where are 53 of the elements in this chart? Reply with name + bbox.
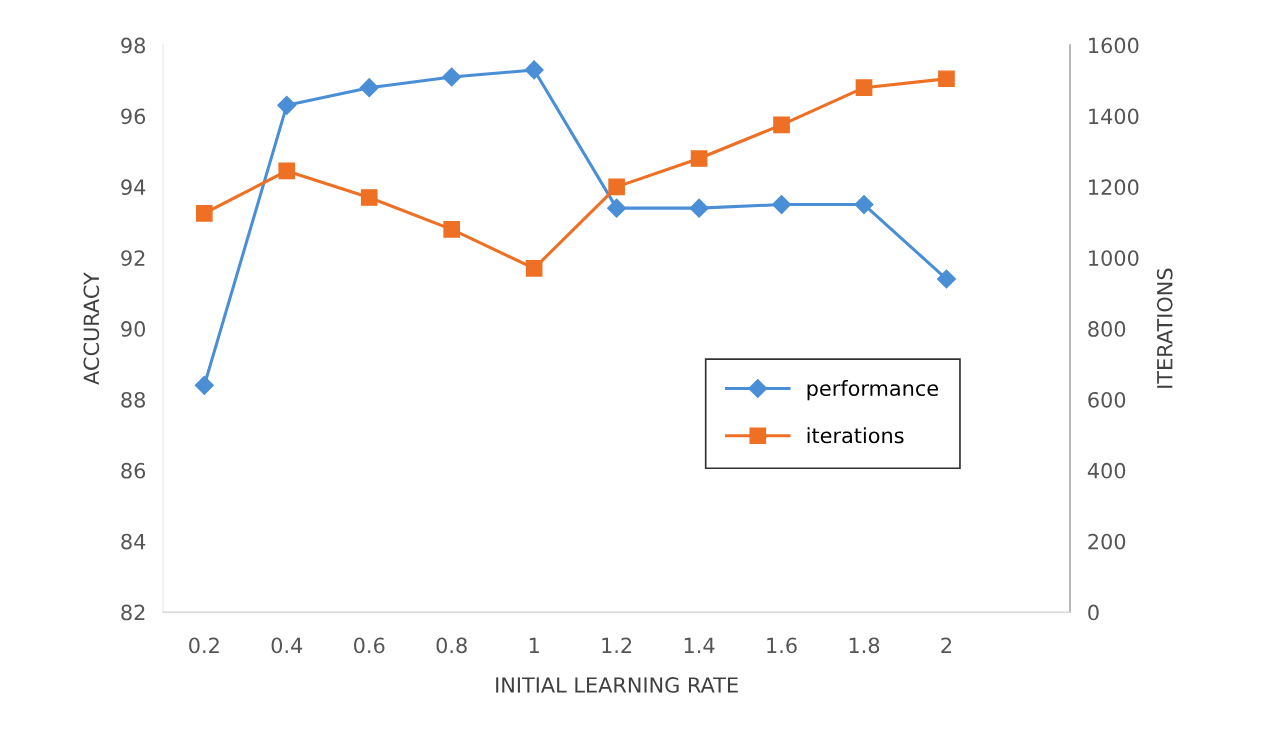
y-tick-label: 94 bbox=[121, 179, 146, 196]
y2-tick-label: 1400 bbox=[1089, 108, 1139, 125]
legend-label: iterations bbox=[807, 427, 904, 444]
point bbox=[524, 60, 544, 80]
point bbox=[938, 70, 955, 88]
y2-tick-label: 1000 bbox=[1089, 250, 1139, 266]
point bbox=[525, 260, 543, 277]
point bbox=[854, 195, 874, 215]
y2-axis-title: ITERATIONS bbox=[1156, 268, 1173, 388]
x-tick-label: 1.6 bbox=[767, 637, 797, 654]
y-tick-label: 90 bbox=[121, 321, 146, 337]
point bbox=[772, 195, 792, 215]
x-tick-label: 0.4 bbox=[271, 637, 303, 654]
y-tick-label: 98 bbox=[121, 37, 145, 54]
x-tick-label: 1.2 bbox=[602, 637, 632, 653]
x-tick-label: 2 bbox=[941, 637, 952, 653]
x-axis-title: INITIAL LEARNING RATE bbox=[496, 677, 738, 693]
y-tick-label: 82 bbox=[121, 604, 145, 621]
point bbox=[359, 78, 379, 98]
point bbox=[360, 189, 378, 206]
y-tick-label: 88 bbox=[121, 391, 145, 408]
y-tick-label: 84 bbox=[121, 533, 146, 550]
y-tick-label: 86 bbox=[121, 462, 146, 479]
legend-label: performance bbox=[807, 379, 939, 401]
y2-tick-label: 1200 bbox=[1089, 179, 1139, 196]
x-tick-label: 0.6 bbox=[354, 637, 385, 654]
y2-tick-label: 0 bbox=[1088, 604, 1099, 621]
point bbox=[690, 150, 708, 167]
x-tick-label: 1.8 bbox=[849, 637, 880, 654]
point bbox=[689, 198, 709, 218]
point bbox=[277, 95, 297, 115]
y2-tick-label: 600 bbox=[1088, 391, 1126, 408]
point bbox=[194, 375, 214, 395]
y-axis-title: ACCURACY bbox=[83, 272, 100, 385]
y2-tick-label: 200 bbox=[1088, 533, 1126, 550]
x-tick-label: 1.4 bbox=[684, 637, 715, 653]
point bbox=[443, 221, 461, 238]
point bbox=[442, 67, 462, 87]
point bbox=[855, 79, 873, 96]
point bbox=[607, 198, 627, 218]
x-tick-label: 1 bbox=[529, 637, 539, 653]
point bbox=[195, 205, 213, 222]
point bbox=[936, 269, 957, 289]
point bbox=[278, 162, 296, 180]
x-tick-label: 0.2 bbox=[189, 637, 219, 654]
point bbox=[608, 178, 625, 196]
y2-tick-label: 1600 bbox=[1089, 37, 1139, 54]
y2-tick-label: 400 bbox=[1087, 462, 1126, 479]
y-tick-label: 92 bbox=[121, 250, 145, 266]
y-tick-label: 96 bbox=[121, 108, 146, 125]
point bbox=[773, 116, 790, 134]
x-tick-label: 0.8 bbox=[436, 637, 467, 654]
y2-tick-label: 800 bbox=[1088, 321, 1126, 337]
